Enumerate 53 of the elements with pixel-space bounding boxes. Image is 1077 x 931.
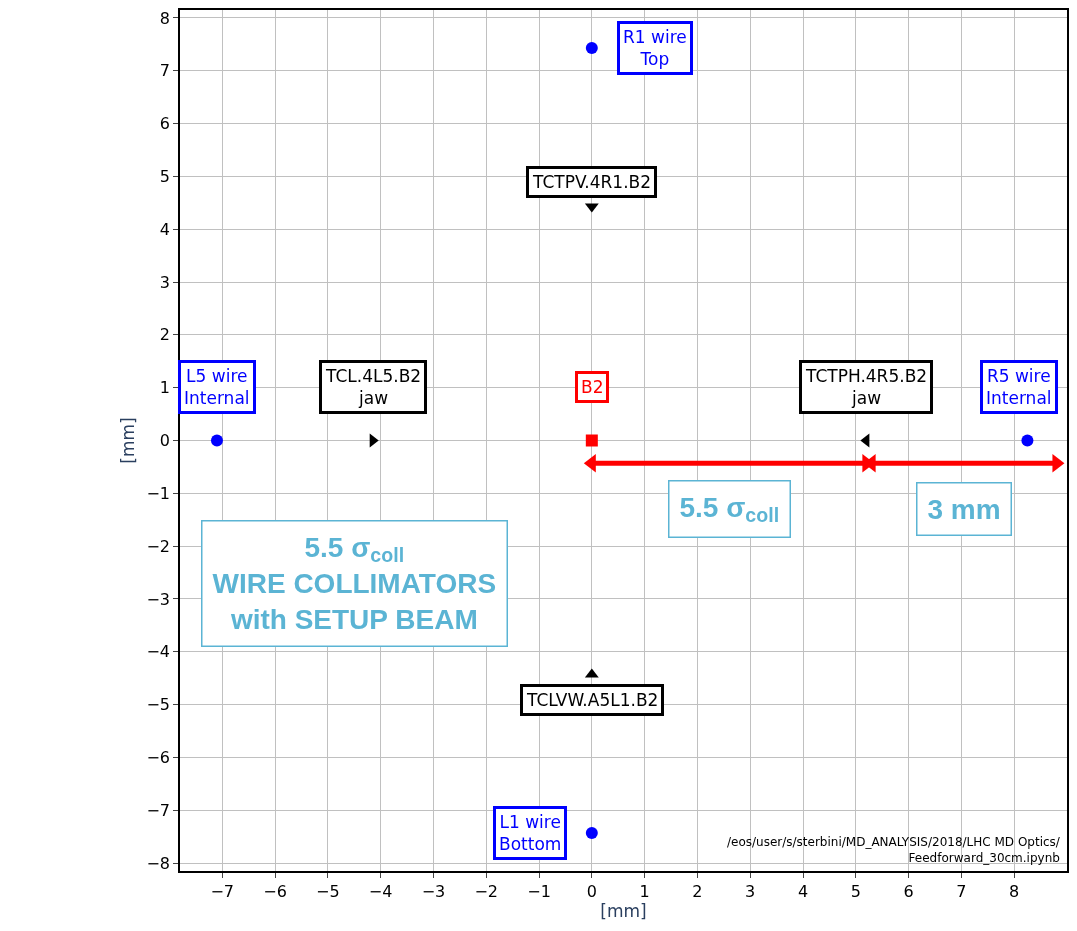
y-tick-label: −6 xyxy=(146,748,171,768)
annotation: 3 mm xyxy=(927,493,1001,525)
y-tick-label: 0 xyxy=(159,431,171,451)
annotation: L5 wire Internal xyxy=(184,366,250,409)
x-tick-label: −3 xyxy=(421,881,446,901)
x-tick-label: 7 xyxy=(956,881,967,901)
annotation: 5.5 σ$_{coll}$ WIRE COLLIMATORS with SETUP BEAM xyxy=(212,531,497,636)
x-tick-label: 3 xyxy=(745,881,756,901)
point xyxy=(1021,434,1034,447)
y-tick-label: 1 xyxy=(159,378,171,398)
y-tick-label: 3 xyxy=(159,272,171,292)
annotation: /eos/user/s/sterbini/MD_ANALYSIS/2018/LHC MD Optics/ Feedforward_30cm.ipynb xyxy=(727,835,1061,865)
x-axis-title: [mm] xyxy=(600,900,647,921)
x-tick-label: 5 xyxy=(850,881,861,901)
y-tick-label: 7 xyxy=(159,61,171,81)
annotation: R1 wire Top xyxy=(623,27,687,70)
x-tick-label: 8 xyxy=(1009,881,1020,901)
annotation: TCTPH.4R5.B2 jaw xyxy=(805,366,928,409)
y-tick-label: −4 xyxy=(146,642,171,662)
annotation: TCL.4L5.B2 jaw xyxy=(325,366,422,409)
annotation: B2 xyxy=(581,377,604,397)
y-tick-label: −8 xyxy=(146,853,171,873)
x-tick-label: 2 xyxy=(692,881,703,901)
x-tick-label: −7 xyxy=(210,881,235,901)
y-tick-label: −5 xyxy=(146,695,171,715)
x-tick-label: −6 xyxy=(263,881,287,901)
x-tick-label: −1 xyxy=(527,881,551,901)
x-tick-label: −5 xyxy=(316,881,340,901)
x-tick-label: 0 xyxy=(586,881,597,901)
annotation: R5 wire Internal xyxy=(986,366,1052,409)
annotation: TCTPV.4R1.B2 xyxy=(532,172,652,192)
y-tick-label: 6 xyxy=(159,114,171,134)
y-tick-label: −7 xyxy=(146,800,171,820)
y-tick-label: 5 xyxy=(159,166,171,186)
annotation: L1 wire Bottom xyxy=(499,812,562,855)
y-tick-label: 2 xyxy=(159,325,171,345)
point xyxy=(585,434,598,447)
x-tick-label: −4 xyxy=(368,881,393,901)
y-tick-label: −1 xyxy=(146,483,171,503)
annotation: 5.5 σ$_{coll}$ xyxy=(679,491,780,527)
point xyxy=(210,434,223,447)
y-axis-title: [mm] xyxy=(117,417,138,464)
point xyxy=(585,826,598,839)
x-tick-label: −2 xyxy=(474,881,499,901)
y-tick-label: 8 xyxy=(159,8,171,28)
x-tick-label: 4 xyxy=(797,881,809,901)
point xyxy=(585,42,598,55)
y-tick-label: 4 xyxy=(159,219,171,239)
y-tick-label: −3 xyxy=(146,589,171,609)
y-tick-label: −2 xyxy=(146,536,171,556)
x-tick-label: 6 xyxy=(903,881,914,901)
annotation: TCLVW.A5L1.B2 xyxy=(526,690,659,710)
x-tick-label: 1 xyxy=(639,881,650,901)
